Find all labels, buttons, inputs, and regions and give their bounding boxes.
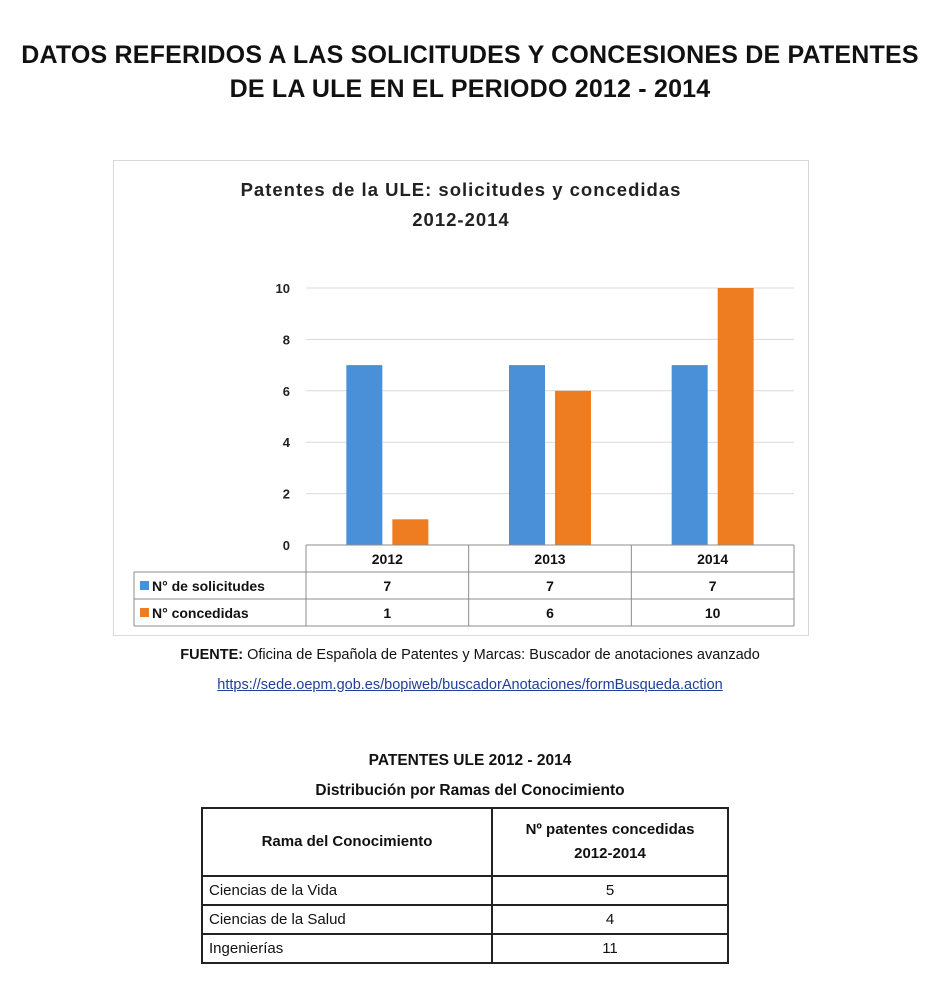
bar-chart: 0 2 4 6 8 10 2012 2013 2014 N° de solicitudes 7 7 7 N… [133, 281, 795, 627]
y-tick-label: 0 [283, 538, 290, 553]
chart-title: Patentes de la ULE: solicitudes y conced… [114, 175, 808, 235]
table-cell-rama: Ingenierías [201, 933, 493, 964]
data-label: 7 [709, 578, 717, 594]
data-label: 10 [705, 605, 721, 621]
header-patentes-line1: Nº patentes concedidas [525, 821, 695, 838]
y-tick-label: 6 [283, 384, 290, 399]
bar-concedidas [555, 390, 591, 545]
chart-container: Patentes de la ULE: solicitudes y conced… [113, 160, 809, 636]
page-title: DATOS REFERIDOS A LAS SOLICITUDES Y CONC… [0, 38, 940, 106]
page-title-line2: DE LA ULE EN EL PERIODO 2012 - 2014 [229, 75, 711, 103]
data-label: 7 [546, 578, 554, 594]
bar-concedidas [717, 288, 754, 545]
bar-solicitudes [346, 365, 383, 545]
legend-swatch [140, 581, 149, 590]
table-row: Ciencias de la Salud 4 [201, 904, 729, 935]
y-tick-label: 4 [283, 435, 291, 450]
bar-solicitudes [509, 365, 545, 545]
table-row: Ingenierías 11 [201, 933, 729, 964]
x-category-label: 2014 [697, 551, 728, 567]
y-tick-label: 8 [283, 332, 290, 347]
page-title-line1: DATOS REFERIDOS A LAS SOLICITUDES Y CONC… [21, 41, 919, 69]
legend-label: N° de solicitudes [152, 578, 265, 594]
header-patentes-line2: 2012-2014 [574, 845, 646, 862]
header-rama: Rama del Conocimiento [201, 807, 493, 877]
table-subtitle: Distribución por Ramas del Conocimiento [315, 782, 625, 799]
table-cell-count: 4 [491, 904, 729, 935]
x-category-label: 2012 [372, 551, 403, 567]
legend-label: N° concedidas [152, 605, 249, 621]
legend-swatch [140, 608, 149, 617]
chart-title-line2: 2012-2014 [412, 209, 510, 230]
data-label: 1 [383, 605, 391, 621]
table-cell-count: 11 [491, 933, 729, 964]
chart-title-line1: Patentes de la ULE: solicitudes y conced… [240, 179, 682, 200]
bar-concedidas [392, 519, 429, 545]
table-header-row: Rama del Conocimiento Nº patentes conced… [201, 807, 729, 877]
source-link[interactable]: https://sede.oepm.gob.es/bopiweb/buscado… [217, 677, 723, 693]
table-row: Ciencias de la Vida 5 [201, 875, 729, 906]
header-patentes: Nº patentes concedidas 2012-2014 [491, 807, 729, 877]
table-title: PATENTES ULE 2012 - 2014 [368, 752, 572, 769]
source-label: FUENTE: [180, 647, 244, 663]
table-cell-rama: Ciencias de la Salud [201, 904, 493, 935]
y-tick-label: 10 [276, 281, 290, 296]
data-label: 6 [546, 605, 554, 621]
source-note: FUENTE: Oficina de Española de Patentes … [0, 647, 940, 663]
bar-solicitudes [671, 365, 708, 545]
data-label: 7 [383, 578, 391, 594]
table-cell-rama: Ciencias de la Vida [201, 875, 493, 906]
table-cell-count: 5 [491, 875, 729, 906]
ramas-table: Rama del Conocimiento Nº patentes conced… [201, 807, 729, 964]
y-tick-label: 2 [283, 487, 290, 502]
x-category-label: 2013 [534, 551, 565, 567]
source-text: Oficina de Española de Patentes y Marcas… [243, 647, 760, 663]
